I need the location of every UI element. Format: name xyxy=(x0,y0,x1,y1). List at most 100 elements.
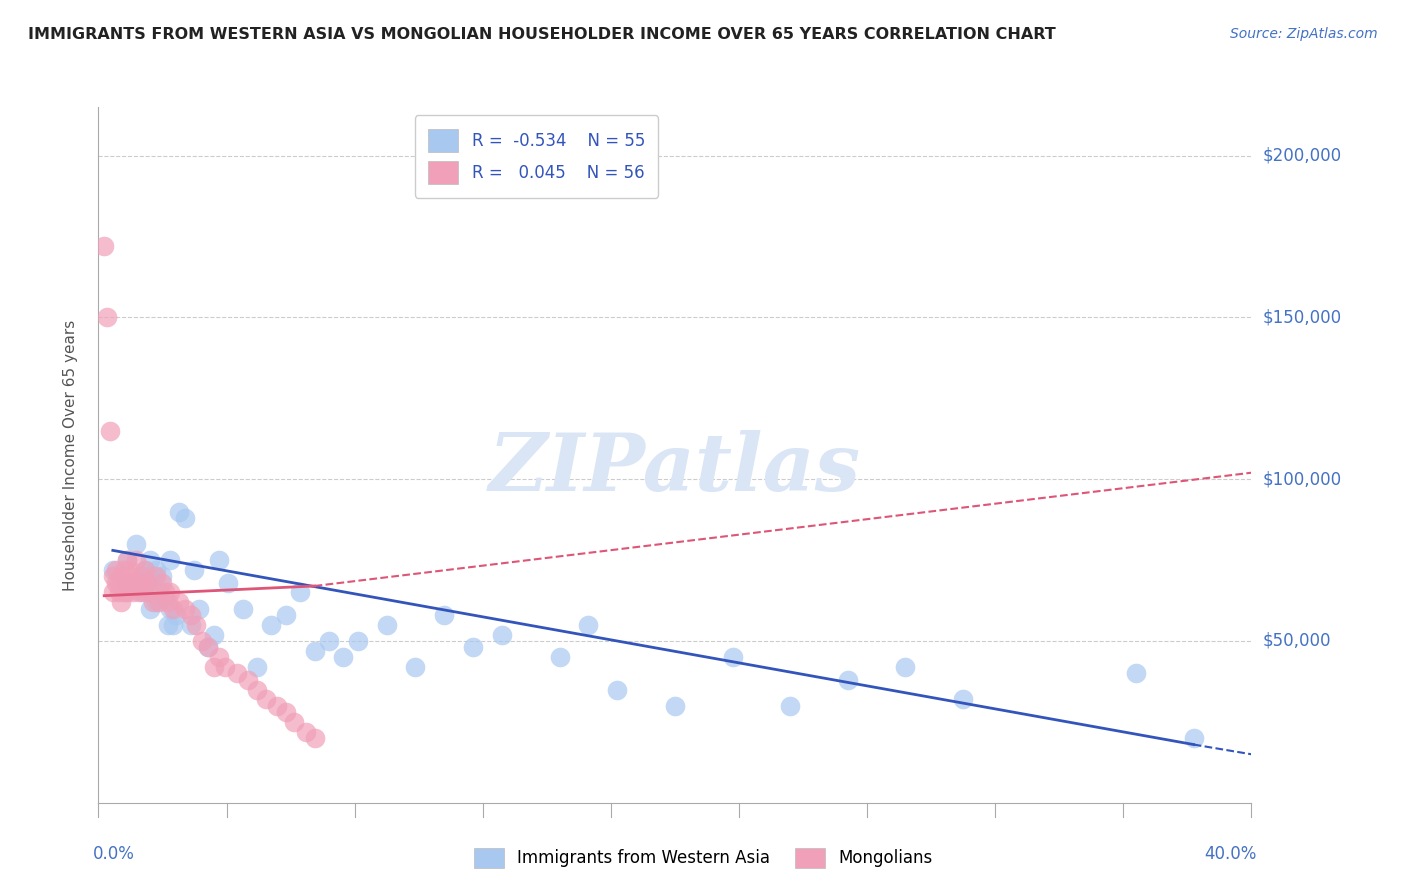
Point xyxy=(283,714,305,729)
Point xyxy=(131,585,153,599)
Point xyxy=(274,608,297,623)
Text: $150,000: $150,000 xyxy=(1263,309,1341,326)
Point xyxy=(246,660,269,674)
Point xyxy=(131,575,153,590)
Point xyxy=(202,627,225,641)
Point xyxy=(156,617,179,632)
Point xyxy=(332,650,354,665)
Point xyxy=(117,553,138,567)
Point xyxy=(110,569,132,583)
Point xyxy=(304,731,326,745)
Point xyxy=(142,595,165,609)
Point xyxy=(93,239,115,253)
Point xyxy=(238,673,260,687)
Point xyxy=(104,563,127,577)
Point xyxy=(125,553,148,567)
Point xyxy=(148,595,170,609)
Point xyxy=(254,692,277,706)
Point xyxy=(136,575,159,590)
Point xyxy=(142,569,165,583)
Point xyxy=(150,575,173,590)
Point xyxy=(112,575,135,590)
Point xyxy=(183,563,205,577)
Point xyxy=(664,698,686,713)
Point xyxy=(162,601,184,615)
Point xyxy=(174,511,197,525)
Legend: Immigrants from Western Asia, Mongolians: Immigrants from Western Asia, Mongolians xyxy=(467,841,939,875)
Point xyxy=(346,634,368,648)
Point xyxy=(117,575,138,590)
Point xyxy=(491,627,513,641)
Point xyxy=(208,650,231,665)
Point xyxy=(167,504,190,518)
Point xyxy=(231,601,254,615)
Point xyxy=(159,553,181,567)
Text: $100,000: $100,000 xyxy=(1263,470,1341,488)
Point xyxy=(375,617,398,632)
Point xyxy=(145,569,167,583)
Text: 40.0%: 40.0% xyxy=(1205,845,1257,863)
Text: $50,000: $50,000 xyxy=(1263,632,1331,650)
Point xyxy=(295,724,318,739)
Point xyxy=(165,608,187,623)
Point xyxy=(290,585,312,599)
Text: $200,000: $200,000 xyxy=(1263,146,1341,165)
Point xyxy=(112,585,135,599)
Point xyxy=(779,698,801,713)
Point xyxy=(202,660,225,674)
Point xyxy=(134,563,156,577)
Point xyxy=(136,575,159,590)
Point xyxy=(1182,731,1205,745)
Point xyxy=(120,563,142,577)
Point xyxy=(433,608,456,623)
Point xyxy=(122,585,145,599)
Point xyxy=(139,601,162,615)
Point xyxy=(260,617,283,632)
Point xyxy=(159,601,181,615)
Point xyxy=(104,575,127,590)
Point xyxy=(274,705,297,719)
Point xyxy=(894,660,917,674)
Point xyxy=(318,634,340,648)
Point xyxy=(112,563,135,577)
Point xyxy=(208,553,231,567)
Point xyxy=(180,608,202,623)
Point xyxy=(148,585,170,599)
Point xyxy=(180,617,202,632)
Point xyxy=(197,640,219,655)
Point xyxy=(117,553,138,567)
Text: ZIPatlas: ZIPatlas xyxy=(489,430,860,508)
Point xyxy=(156,595,179,609)
Point xyxy=(107,575,129,590)
Point xyxy=(191,634,214,648)
Point xyxy=(548,650,571,665)
Point xyxy=(952,692,974,706)
Point xyxy=(837,673,859,687)
Y-axis label: Householder Income Over 65 years: Householder Income Over 65 years xyxy=(63,319,77,591)
Point xyxy=(101,569,124,583)
Point xyxy=(117,585,138,599)
Point xyxy=(131,569,153,583)
Point xyxy=(153,585,176,599)
Point xyxy=(128,585,150,599)
Point xyxy=(174,601,197,615)
Point xyxy=(98,424,121,438)
Point xyxy=(721,650,744,665)
Point xyxy=(134,563,156,577)
Point xyxy=(107,585,129,599)
Point xyxy=(139,585,162,599)
Point xyxy=(153,591,176,606)
Text: Source: ZipAtlas.com: Source: ZipAtlas.com xyxy=(1230,27,1378,41)
Point xyxy=(246,682,269,697)
Point xyxy=(122,575,145,590)
Point xyxy=(461,640,484,655)
Point xyxy=(162,617,184,632)
Point xyxy=(304,643,326,657)
Point xyxy=(120,569,142,583)
Point xyxy=(405,660,427,674)
Point xyxy=(578,617,600,632)
Point xyxy=(101,585,124,599)
Point xyxy=(217,575,239,590)
Point xyxy=(167,595,190,609)
Point xyxy=(186,617,208,632)
